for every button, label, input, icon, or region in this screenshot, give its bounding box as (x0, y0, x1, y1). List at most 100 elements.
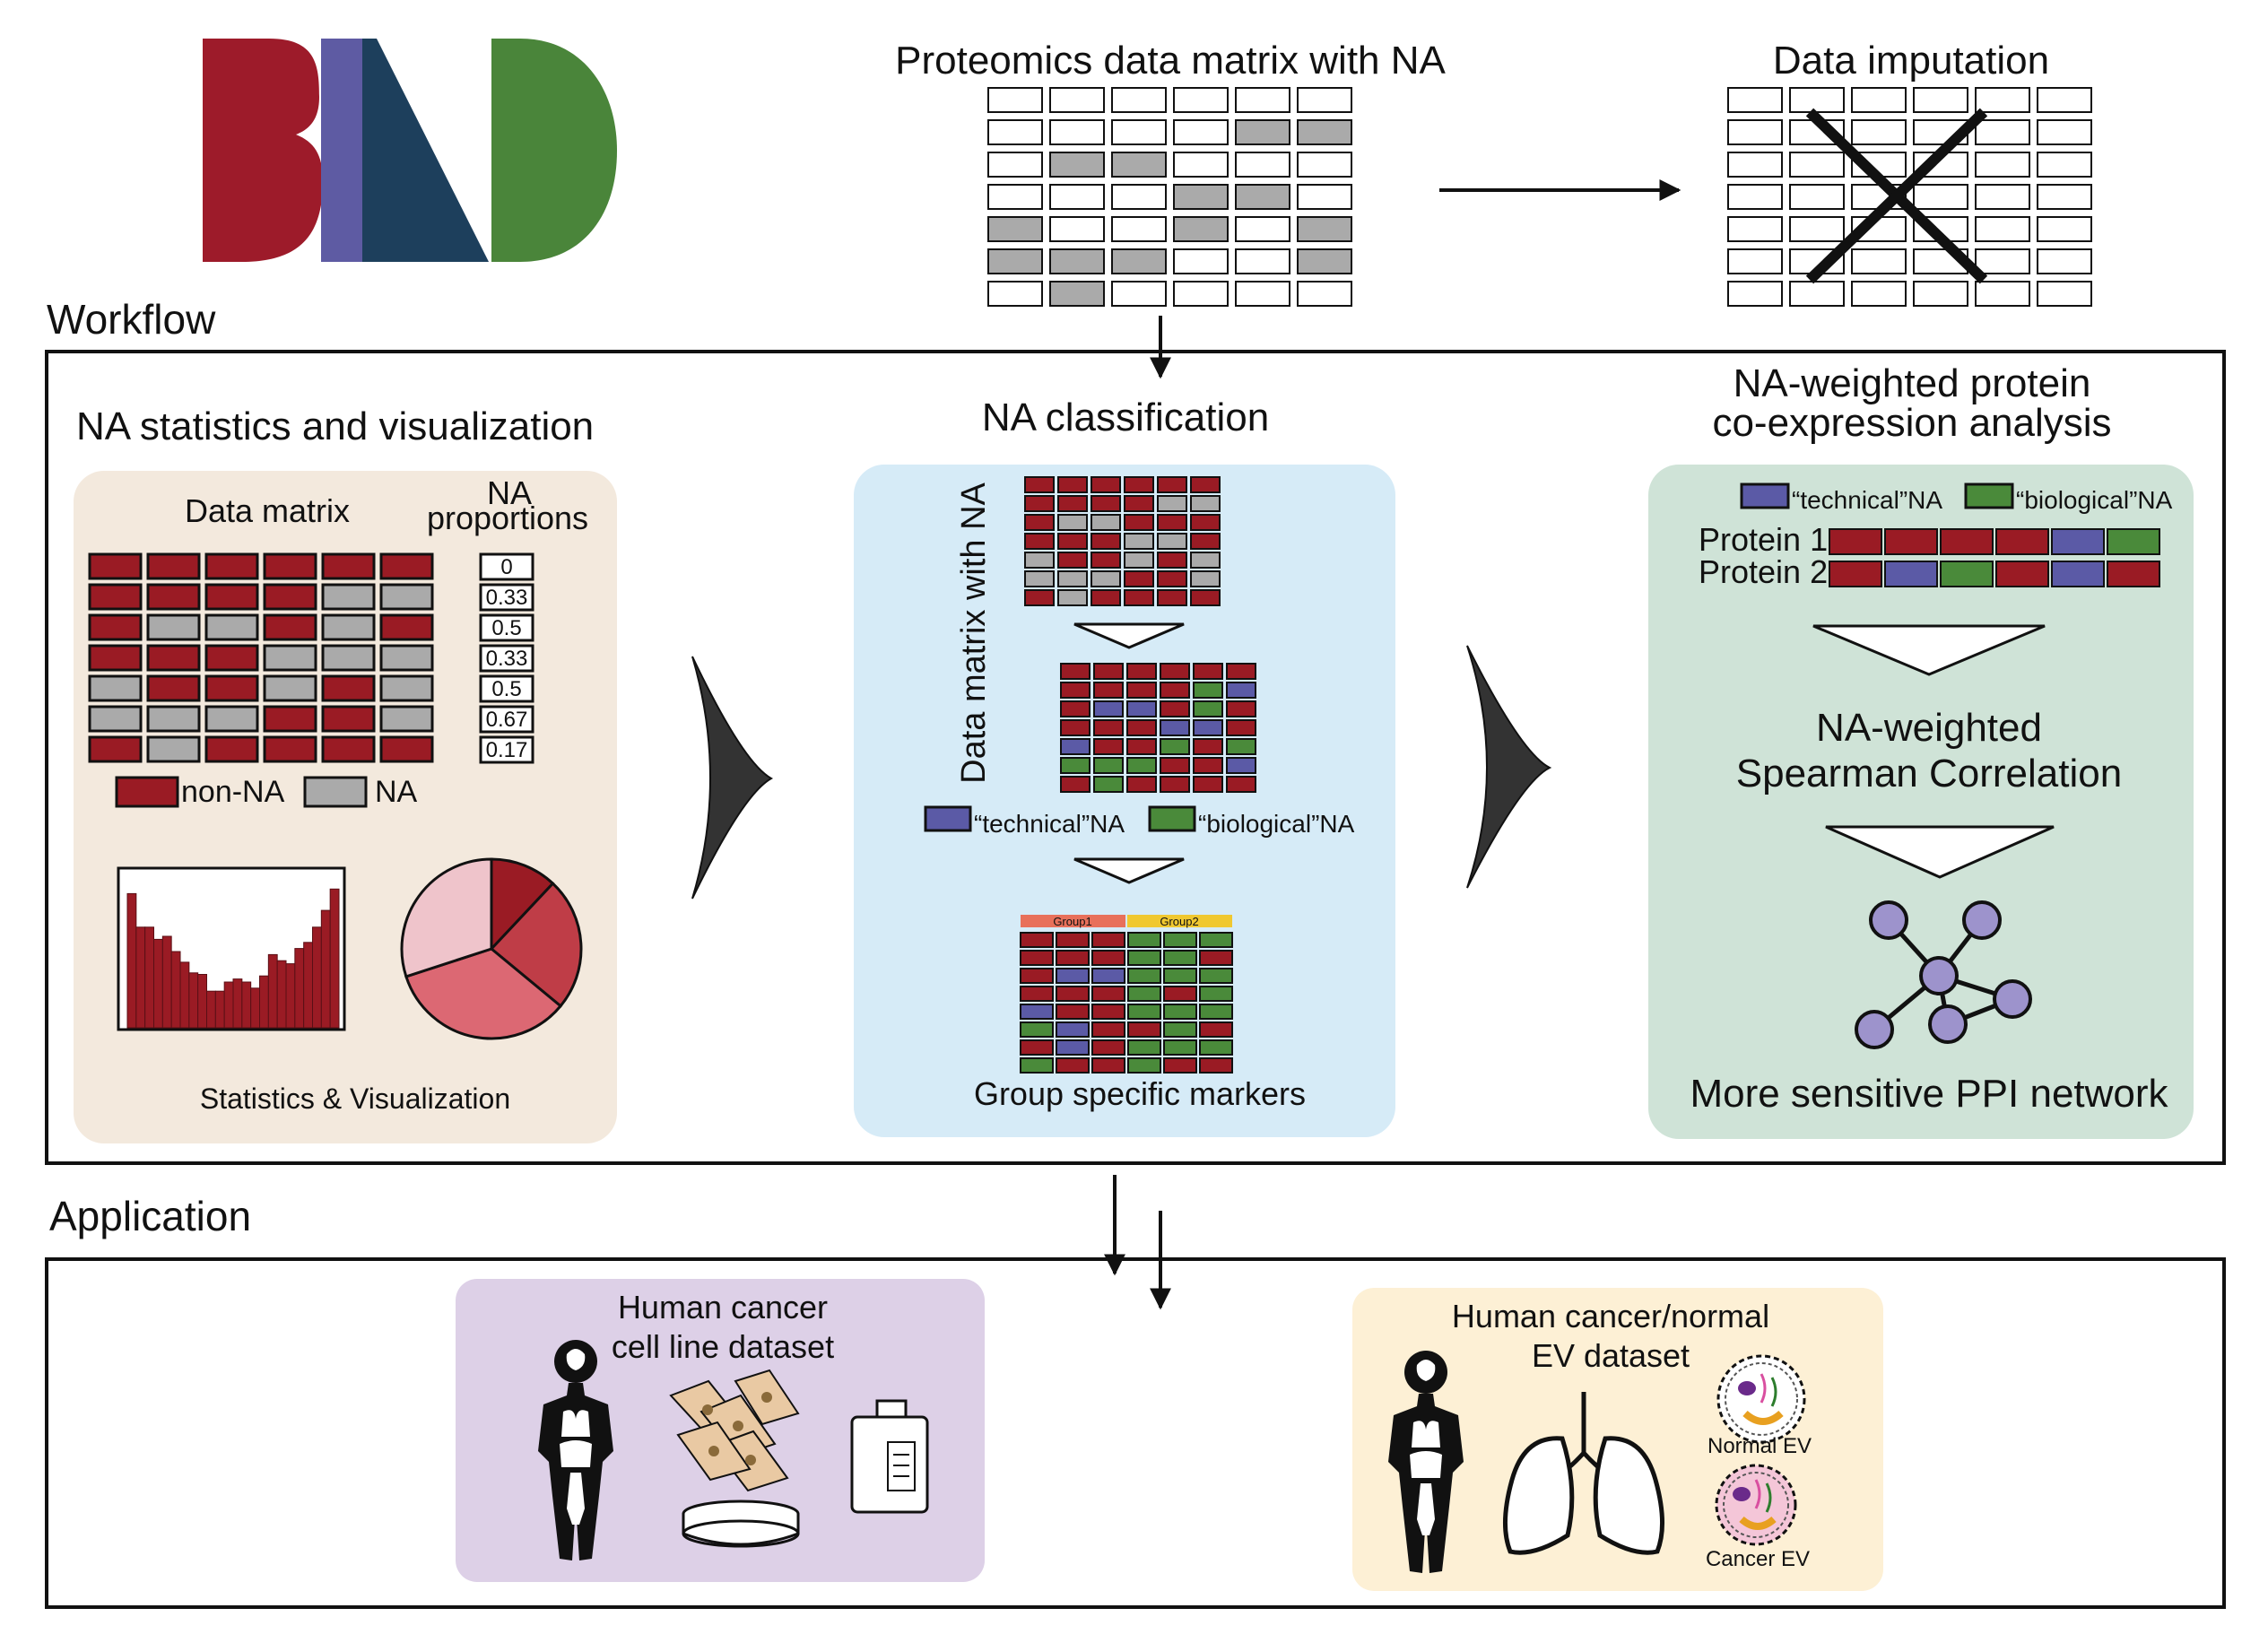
matrix-cell (1160, 663, 1190, 680)
matrix-cell (1091, 570, 1121, 587)
legend-technical-label: “technical”NA (1792, 486, 1942, 514)
workflow-label: Workflow (47, 296, 216, 343)
matrix-cell (1091, 1057, 1125, 1074)
protein-cell (1995, 528, 2049, 555)
matrix-cell (88, 644, 143, 672)
matrix-cell (1127, 1039, 1161, 1056)
matrix-cell (379, 735, 434, 763)
matrix-cell (2037, 152, 2092, 178)
matrix-cell (1190, 495, 1221, 512)
matrix-cell (263, 613, 317, 641)
protein-cell (1940, 528, 1994, 555)
logo-letter-b (203, 39, 323, 262)
imputation-title: Data imputation (1773, 39, 2049, 83)
matrix-cell (1157, 495, 1187, 512)
matrix-cell (146, 552, 201, 580)
app2-title-line-1: Human cancer/normal (1452, 1298, 1769, 1334)
matrix-cell (1190, 570, 1221, 587)
matrix-cell (204, 644, 259, 672)
matrix-cell (1127, 968, 1161, 984)
matrix-cell (1024, 552, 1055, 569)
normal-ev-icon (1716, 1354, 1806, 1444)
human-body-icon (1388, 1351, 1464, 1573)
matrix-cell (379, 705, 434, 733)
matrix-cell (1127, 950, 1161, 966)
matrix-cell (2037, 119, 2092, 145)
matrix-cell (321, 674, 376, 702)
matrix-cell (88, 674, 143, 702)
group-header: Group1 Group2 (1021, 915, 1232, 928)
culture-flask-icon (850, 1399, 929, 1514)
matrix-cell (146, 644, 201, 672)
lungs-icon (1503, 1392, 1664, 1555)
matrix-cell (1851, 248, 1907, 274)
matrix-cell (146, 583, 201, 611)
matrix-cell (1127, 986, 1161, 1002)
panel2-classified-matrix (1060, 663, 1256, 793)
panel3-footer: More sensitive PPI network (1690, 1072, 2168, 1116)
app2-title-line-2: EV dataset (1532, 1337, 1690, 1374)
matrix-cell (1127, 1004, 1161, 1020)
matrix-cell (1163, 1021, 1197, 1038)
matrix-cell (321, 735, 376, 763)
app1-title-line-1: Human cancer (618, 1289, 828, 1326)
protein-cell (1829, 528, 1882, 555)
panel1-matrix-label: Data matrix (185, 492, 350, 529)
matrix-cell (1126, 738, 1157, 755)
matrix-cell (1163, 1039, 1197, 1056)
matrix-cell (1851, 87, 1907, 113)
matrix-cell (1199, 1021, 1233, 1038)
matrix-cell (1049, 216, 1105, 242)
matrix-cell (1126, 700, 1157, 717)
matrix-cell (1091, 986, 1125, 1002)
cancer-ev-label: Cancer EV (1706, 1547, 1810, 1571)
down-triangle-2-icon (1073, 857, 1185, 884)
matrix-cell (1157, 589, 1187, 606)
matrix-cell (1091, 1021, 1125, 1038)
matrix-cell (1975, 216, 2030, 242)
matrix-cell (1727, 87, 1783, 113)
matrix-cell (1226, 719, 1256, 736)
proportion-value: 0.67 (486, 708, 528, 732)
matrix-cell (1235, 119, 1290, 145)
protein-1-label: Protein 1 (1699, 521, 1828, 558)
matrix-cell (1049, 281, 1105, 307)
matrix-cell (1111, 281, 1167, 307)
logo-letter-d (491, 39, 617, 262)
matrix-cell (1057, 476, 1088, 493)
matrix-cell (1126, 682, 1157, 699)
chevron-arrow-icon (1466, 645, 1552, 889)
matrix-cell (321, 552, 376, 580)
panel1-proportions-label-2: proportions (427, 500, 588, 536)
matrix-cell (1199, 986, 1233, 1002)
matrix-cell (1235, 184, 1290, 210)
matrix-cell (88, 705, 143, 733)
matrix-cell (1173, 184, 1229, 210)
histogram-bar (329, 888, 340, 1029)
matrix-cell (1049, 184, 1105, 210)
matrix-cell (1091, 552, 1121, 569)
method-line-2: Spearman Correlation (1736, 752, 2122, 795)
application-frame (45, 1257, 2226, 1609)
matrix-cell (1163, 1057, 1197, 1074)
human-body-icon (538, 1340, 613, 1560)
histogram-bar (135, 926, 146, 1029)
matrix-cell (1091, 589, 1121, 606)
matrix-cell (1226, 682, 1256, 699)
matrix-cell (1199, 950, 1233, 966)
legend-technical-swatch (1740, 482, 1790, 509)
matrix-cell (204, 735, 259, 763)
matrix-cell (1060, 719, 1091, 736)
matrix-cell (1157, 533, 1187, 550)
matrix-cell (1057, 552, 1088, 569)
matrix-cell (1975, 184, 2030, 210)
histogram-bar (214, 990, 225, 1029)
matrix-cell (1173, 119, 1229, 145)
panel2-group-matrix (1020, 932, 1233, 1074)
matrix-cell (2037, 216, 2092, 242)
matrix-cell (1160, 757, 1190, 774)
matrix-cell (1160, 700, 1190, 717)
histogram-bar (232, 978, 243, 1029)
panel2-footer: Group specific markers (974, 1075, 1306, 1112)
panel1-title: NA statistics and visualization (76, 404, 594, 448)
